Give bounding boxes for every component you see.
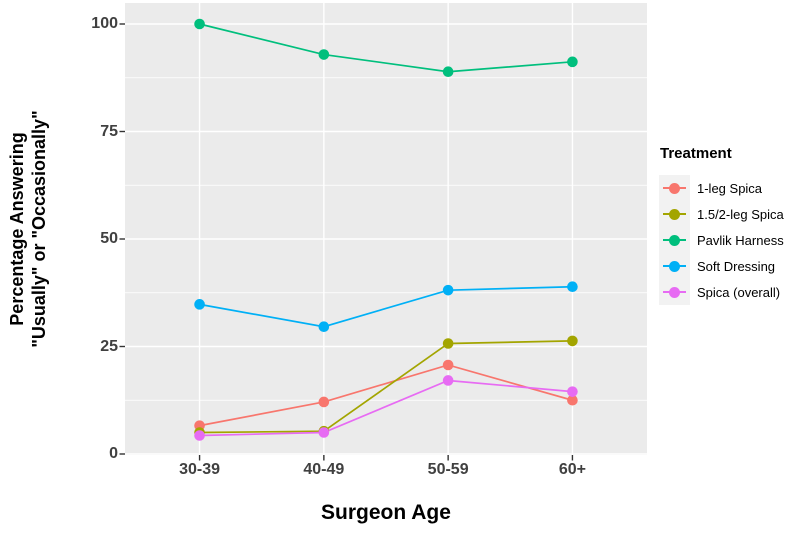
data-point bbox=[442, 359, 454, 371]
legend-title: Treatment bbox=[660, 145, 732, 162]
y-tick-label: 50 bbox=[100, 230, 118, 247]
legend-key-dot bbox=[669, 260, 680, 272]
series-line bbox=[199, 340, 573, 434]
legend-label: 1.5/2-leg Spica bbox=[697, 206, 784, 222]
data-point bbox=[318, 321, 330, 333]
legend-entries: 1-leg Spica 1.5/2-leg Spica Pavlik Harness… bbox=[659, 175, 784, 305]
data-point bbox=[318, 49, 330, 60]
data-point bbox=[442, 284, 454, 296]
legend-key-icon bbox=[659, 253, 690, 279]
legend-key-icon bbox=[659, 279, 690, 305]
data-point bbox=[318, 396, 330, 408]
series-line bbox=[199, 364, 573, 427]
y-tick-label: 25 bbox=[100, 337, 118, 355]
y-tick-label: 100 bbox=[91, 15, 118, 32]
data-point bbox=[567, 386, 578, 397]
legend-label: Pavlik Harness bbox=[697, 232, 784, 248]
series-line bbox=[199, 23, 573, 73]
x-tick-label: 30-39 bbox=[179, 461, 221, 478]
data-point bbox=[442, 338, 454, 349]
legend-key-icon bbox=[659, 227, 690, 253]
legend-label: Spica (overall) bbox=[697, 284, 781, 300]
series-line bbox=[199, 285, 573, 328]
x-axis-title: Surgeon Age bbox=[321, 501, 451, 524]
legend-item: Pavlik Harness bbox=[659, 227, 784, 253]
data-point bbox=[194, 430, 205, 441]
legend-key-dot bbox=[669, 208, 680, 220]
y-axis-title-line2: "Usually" or "Occasionally" bbox=[29, 110, 49, 348]
legend-label: Soft Dressing bbox=[697, 258, 776, 274]
y-tick-label: 0 bbox=[109, 445, 118, 462]
y-axis-title: Percentage Answering "Usually" or "Occas… bbox=[6, 0, 50, 459]
data-point bbox=[194, 299, 205, 310]
data-point bbox=[442, 375, 454, 386]
legend-key-icon bbox=[659, 175, 690, 201]
legend-item: Soft Dressing bbox=[659, 253, 784, 279]
legend-key-dot bbox=[669, 182, 680, 194]
data-point bbox=[567, 281, 578, 293]
x-tick-label: 50-59 bbox=[427, 461, 469, 478]
data-point bbox=[567, 394, 578, 406]
data-point bbox=[318, 427, 330, 438]
legend-key-dot bbox=[669, 234, 680, 246]
legend-label: 1-leg Spica bbox=[697, 180, 763, 196]
legend-key-icon bbox=[659, 201, 690, 227]
series-line bbox=[199, 379, 573, 437]
legend-item: 1-leg Spica bbox=[659, 175, 784, 201]
legend: Treatment 1-leg Spica 1.5/2-leg Spica Pavl… bbox=[659, 145, 784, 305]
legend-key-dot bbox=[669, 286, 680, 298]
legend-item: Spica (overall) bbox=[659, 279, 784, 305]
plot-panel bbox=[125, 3, 647, 455]
data-point bbox=[567, 335, 578, 347]
legend-item: 1.5/2-leg Spica bbox=[659, 201, 784, 227]
y-tick-label: 75 bbox=[100, 122, 118, 140]
x-tick-label: 60+ bbox=[558, 461, 586, 478]
data-point bbox=[567, 56, 578, 68]
x-tick-label: 40-49 bbox=[303, 461, 345, 478]
data-point bbox=[442, 66, 454, 78]
y-axis-title-line1: Percentage Answering bbox=[7, 132, 27, 326]
data-point bbox=[194, 18, 205, 30]
